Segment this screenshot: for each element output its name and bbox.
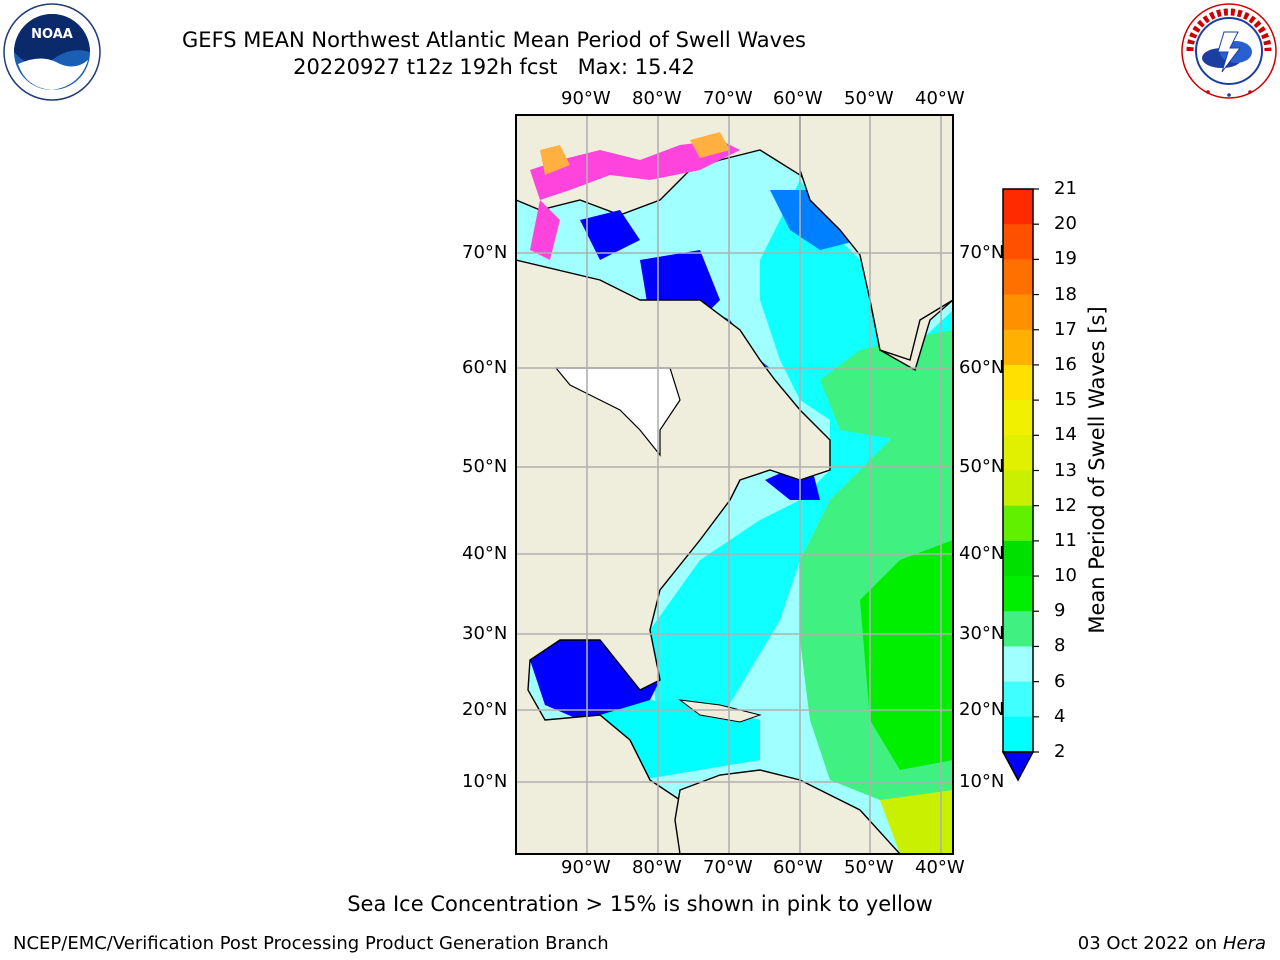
north-america-land: [516, 259, 831, 854]
lon-label-bottom: 90°W: [561, 857, 611, 878]
south-america-land: [674, 769, 901, 854]
colorbar-segment: [1003, 470, 1033, 507]
colorbar-tick-label: 4: [1054, 705, 1066, 727]
footer-date-text: 03 Oct 2022 on: [1077, 933, 1223, 954]
lon-label-top: 90°W: [561, 88, 611, 109]
colorbar-segment: [1003, 646, 1033, 683]
channel-swell: [580, 210, 640, 260]
chart-title: GEFS MEAN Northwest Atlantic Mean Period…: [182, 28, 806, 52]
lon-label-top: 80°W: [632, 88, 682, 109]
lon-label-bottom: 70°W: [703, 857, 753, 878]
colorbar-tick-label: 20: [1054, 213, 1077, 235]
lon-label-top: 70°W: [703, 88, 753, 109]
colorbar-extend-arrow: [1001, 751, 1035, 782]
lat-label-right: 60°N: [959, 357, 1005, 378]
colorbar-tick-label: 8: [1054, 635, 1066, 657]
colorbar-tick-label: 19: [1054, 248, 1077, 270]
colorbar-segment: [1003, 400, 1033, 436]
colorbar-tick-label: 6: [1054, 670, 1066, 692]
colorbar-tick-label: 10: [1054, 565, 1077, 587]
lon-label-bottom: 40°W: [915, 857, 965, 878]
colorbar-segment: [1003, 435, 1033, 471]
greenland-land: [799, 115, 953, 361]
colorbar-segment: [1003, 294, 1033, 331]
lat-label-left: 20°N: [462, 699, 508, 720]
colorbar-segment: [1003, 540, 1033, 577]
noaa-logo: NOAA: [3, 3, 101, 101]
colorbar-tick-label: 13: [1054, 459, 1077, 481]
lat-label-left: 60°N: [462, 357, 508, 378]
colorbar-tick-label: 11: [1054, 529, 1077, 551]
lat-label-right: 30°N: [959, 623, 1005, 644]
footer-producer: NCEP/EMC/Verification Post Processing Pr…: [13, 933, 609, 954]
colorbar: [1001, 188, 1039, 782]
colorbar-segment: [1003, 681, 1033, 718]
swell-12-13s-southeast: [880, 790, 953, 854]
sea-ice-note: Sea Ice Concentration > 15% is shown in …: [347, 892, 933, 916]
lat-label-left: 50°N: [462, 456, 508, 477]
colorbar-segment: [1003, 576, 1033, 612]
colorbar-segment: [1003, 224, 1033, 260]
lat-label-left: 10°N: [462, 771, 508, 792]
greater-antilles: [678, 699, 762, 723]
swell-9-10s-north: [820, 330, 953, 440]
colorbar-label: Mean Period of Swell Waves [s]: [1085, 306, 1109, 634]
swell-10-11s-region: [860, 540, 953, 770]
graticule: [516, 115, 953, 854]
lat-label-right: 70°N: [959, 242, 1005, 263]
colorbar-segment: [1003, 716, 1033, 753]
lat-label-left: 70°N: [462, 242, 508, 263]
colorbar-tick-label: 18: [1054, 283, 1077, 305]
colorbar-tick-label: 14: [1054, 424, 1077, 446]
lon-label-top: 60°W: [773, 88, 823, 109]
footer-date: 03 Oct 2022 on Hera: [1078, 933, 1266, 954]
lat-label-left: 30°N: [462, 623, 508, 644]
lat-label-right: 20°N: [959, 699, 1005, 720]
colorbar-tick-label: 21: [1054, 178, 1077, 199]
lat-label-right: 40°N: [959, 543, 1005, 564]
footer-host: Hera: [1222, 933, 1266, 954]
colorbar-tick-label: 2: [1054, 741, 1066, 762]
lon-label-bottom: 60°W: [773, 857, 823, 878]
colorbar-segment: [1003, 611, 1033, 647]
lon-label-top: 50°W: [844, 88, 894, 109]
colorbar-tick-label: 16: [1054, 353, 1077, 375]
colorbar-segment: [1003, 189, 1033, 225]
sea-ice-orange-2: [690, 132, 730, 158]
colorbar-segment: [1003, 505, 1033, 542]
colorbar-segment: [1003, 329, 1033, 366]
chart-subtitle: 20220927 t12z 192h fcst Max: 15.42: [293, 55, 695, 79]
colorbar-tick-label: 12: [1054, 494, 1077, 516]
baffin-bay-swell: [770, 190, 860, 250]
colorbar-tick-label: 17: [1054, 318, 1077, 340]
lat-label-right: 10°N: [959, 771, 1005, 792]
nws-logo: [1181, 3, 1277, 99]
lon-label-bottom: 50°W: [844, 857, 894, 878]
lat-label-left: 40°N: [462, 543, 508, 564]
map-frame: [515, 114, 954, 855]
lon-label-top: 40°W: [915, 88, 965, 109]
colorbar-segment: [1003, 364, 1033, 401]
sea-ice-orange: [540, 145, 570, 175]
map-area: [516, 115, 953, 854]
sea-ice-magenta: [530, 140, 740, 200]
noaa-logo-text: NOAA: [31, 27, 73, 42]
colorbar-tick-label: 9: [1054, 600, 1066, 622]
lat-label-right: 50°N: [959, 456, 1005, 477]
sea-ice-magenta-2: [530, 200, 560, 260]
colorbar-segment: [1003, 259, 1033, 296]
colorbar-tick-label: 15: [1054, 389, 1077, 411]
lon-label-bottom: 80°W: [632, 857, 682, 878]
